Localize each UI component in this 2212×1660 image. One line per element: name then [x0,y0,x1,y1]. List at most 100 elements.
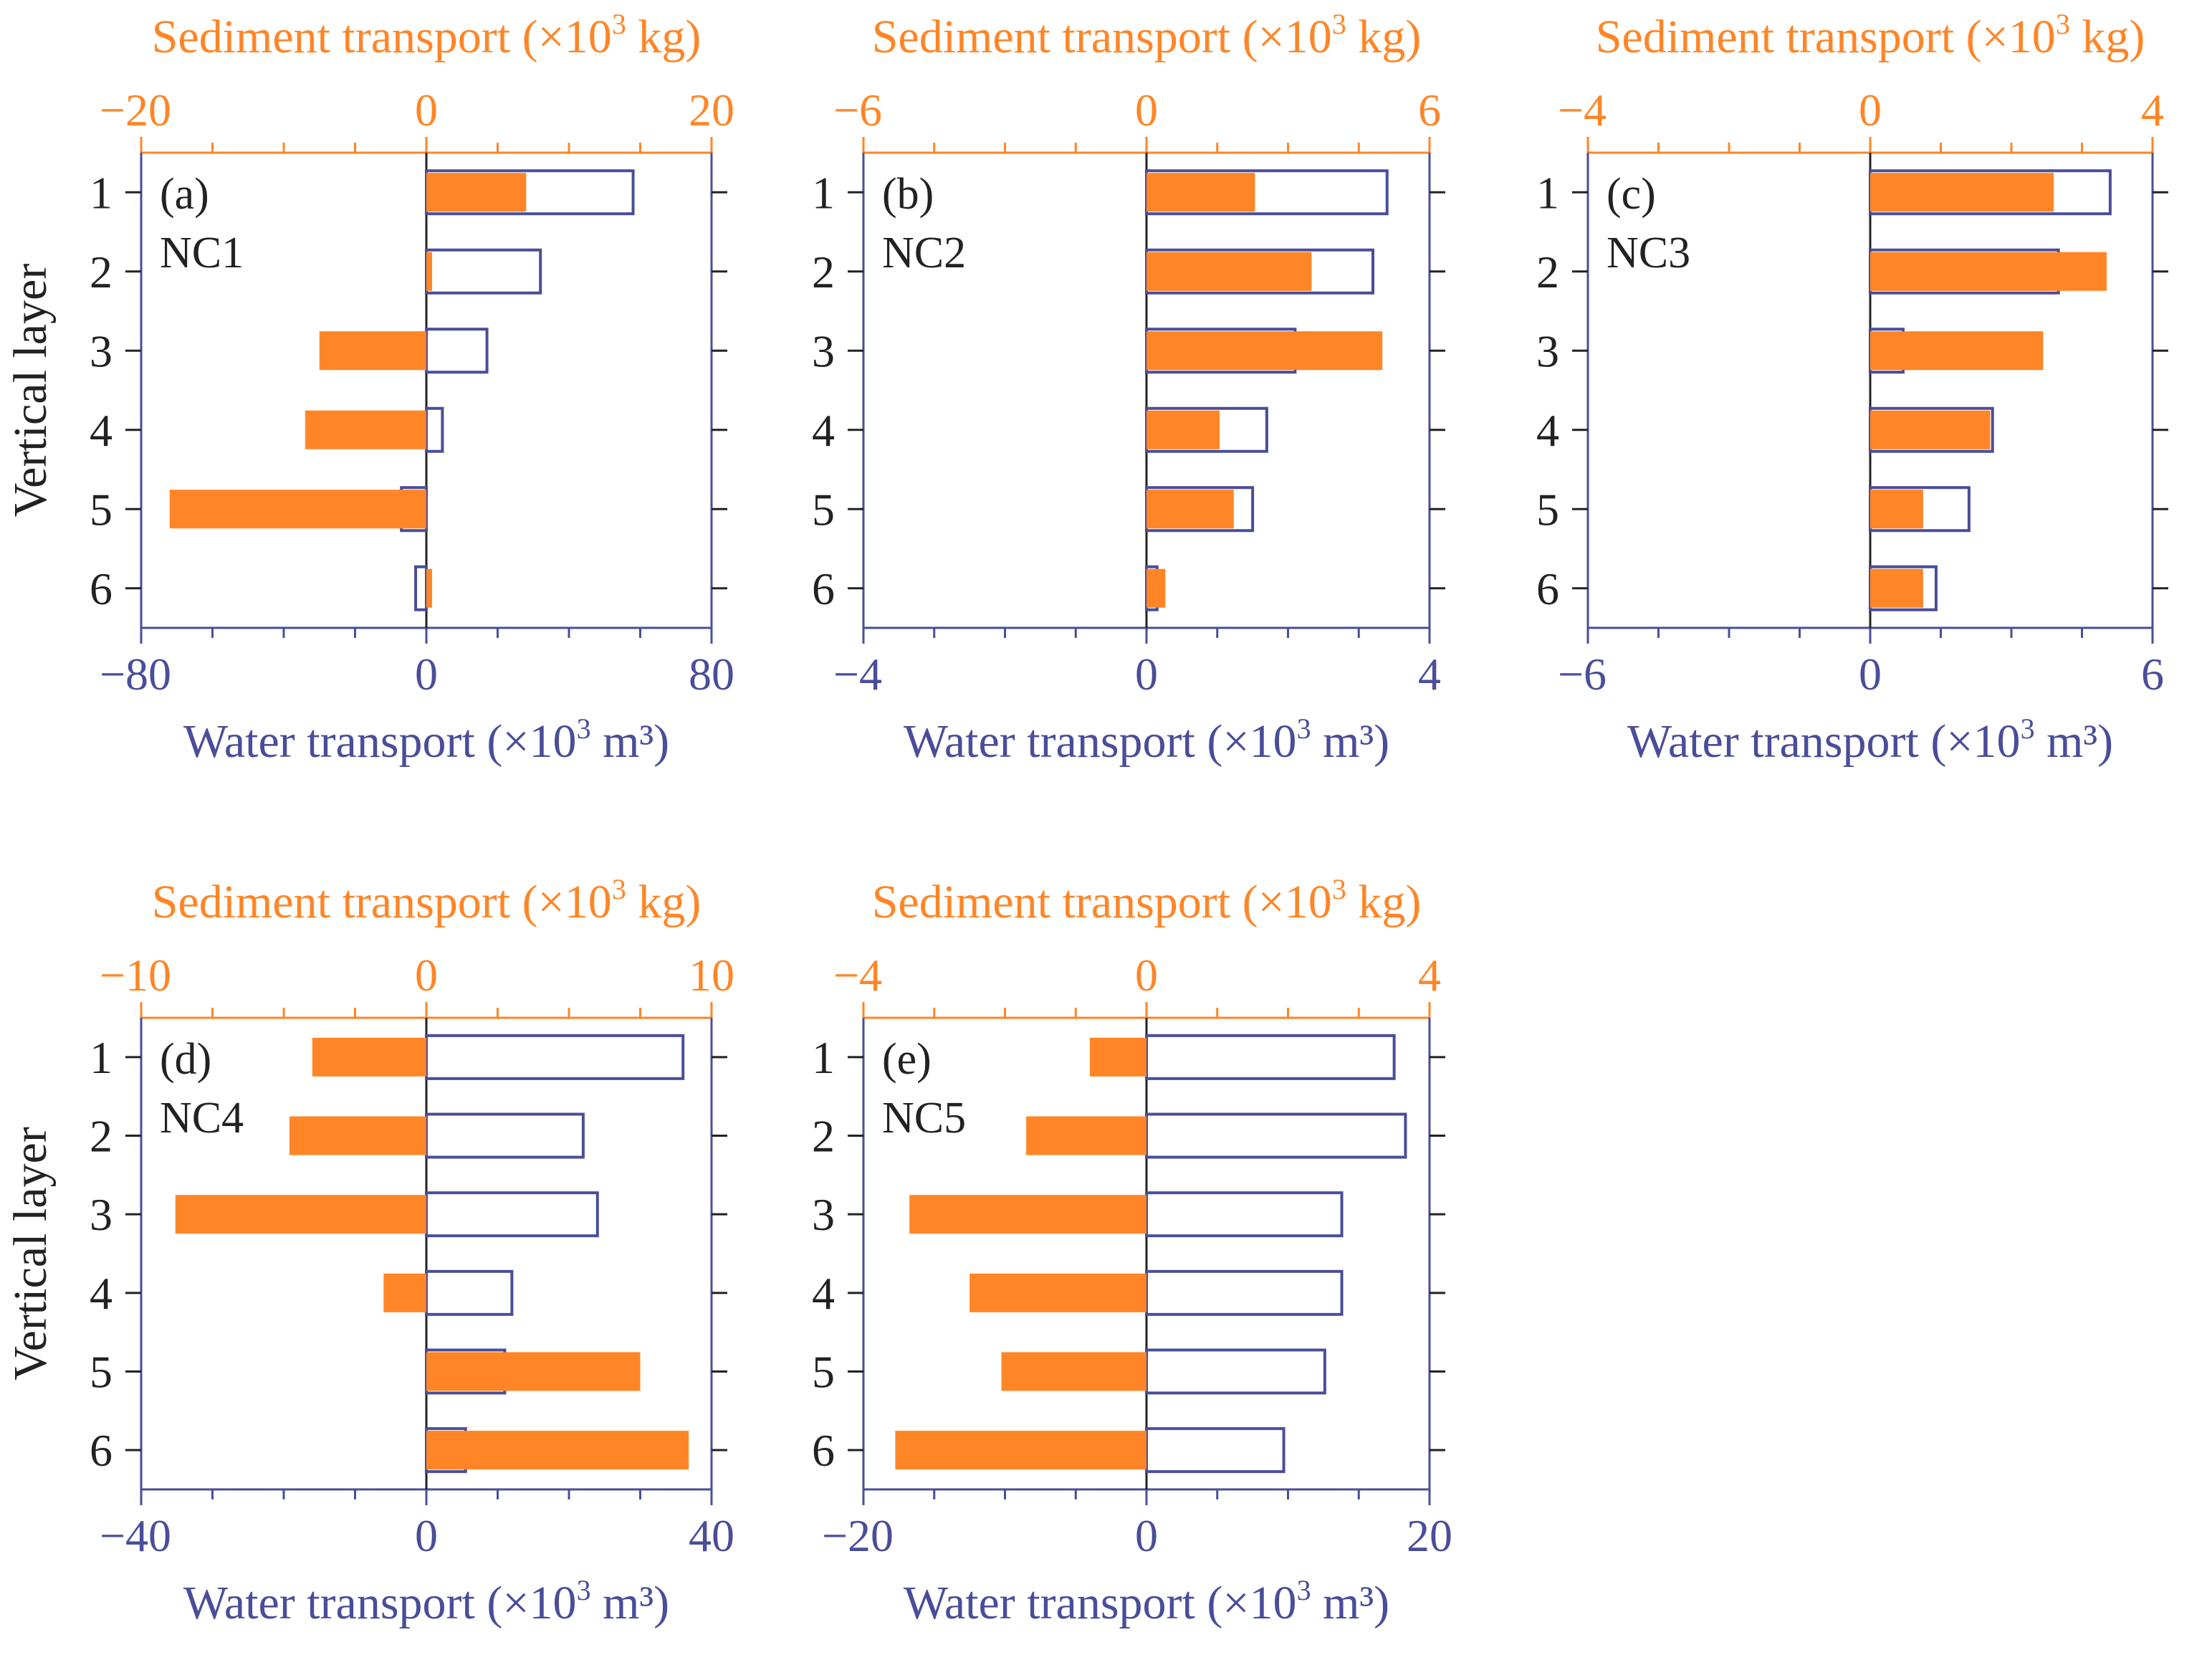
top-tick-label: 0 [1135,950,1158,1001]
top-tick-label: 20 [689,85,734,135]
station-label: NC1 [160,229,244,277]
top-tick-label: 10 [689,950,734,1001]
sediment-bar [895,1431,1146,1470]
sediment-bar [1026,1116,1146,1155]
sediment-bar [426,173,527,212]
water-bar [1145,1348,1326,1395]
bottom-axis-title: Water transport (×103 m³) [183,712,669,768]
water-bar [414,565,428,611]
bottom-tick-label: 4 [1418,649,1441,700]
top-tick-label: 0 [415,950,438,1001]
top-tick-label: 0 [1135,85,1158,135]
top-tick-label: −6 [833,85,882,135]
layer-label: 2 [1536,247,1559,297]
bottom-tick-label: −4 [833,649,882,700]
layer-label: 1 [812,1032,835,1083]
bottom-tick-label: 40 [689,1510,734,1561]
layer-label: 6 [1536,563,1559,614]
bottom-tick-label: 0 [1135,1510,1158,1561]
sediment-bar [1870,410,1991,449]
top-axis-title: Sediment transport (×103 kg) [872,873,1422,928]
water-bar [425,406,444,453]
layer-label: 5 [90,484,112,535]
panel-label: (d) [160,1035,211,1084]
panel-label: (e) [882,1035,932,1084]
sediment-bar [289,1116,426,1155]
water-bar [1145,1191,1344,1238]
layer-label: 2 [90,247,112,297]
top-axis-title: Sediment transport (×103 kg) [152,8,702,63]
y-axis-label: Vertical layer [4,1127,57,1380]
sediment-bar [1146,173,1255,212]
sediment-bar [1146,410,1220,449]
layer-label: 6 [812,1425,835,1476]
water-bar [425,1191,599,1238]
top-tick-label: −20 [100,85,171,135]
bottom-axis-title: Water transport (×103 m³) [183,1574,669,1629]
layer-label: 2 [90,1111,112,1162]
sediment-bar [426,568,432,608]
sediment-bar [1146,331,1383,371]
bottom-tick-label: 0 [415,649,438,700]
sediment-bar [1001,1352,1146,1391]
layer-label: 1 [90,1032,112,1083]
layer-label: 1 [90,167,112,218]
y-axis-label: Vertical layer [4,264,57,517]
top-tick-label: 0 [415,85,438,135]
sediment-bar [1870,252,2107,291]
layer-label: 3 [90,325,112,376]
top-tick-label: 4 [1418,950,1441,1001]
bottom-tick-label: 6 [2141,649,2164,700]
layer-label: 5 [90,1347,112,1398]
sediment-bar [1870,568,1923,608]
top-tick-label: −4 [833,950,882,1001]
layer-label: 3 [812,1189,835,1240]
bottom-tick-label: 0 [415,1510,438,1561]
sediment-bar [1870,173,2054,212]
water-bar [1145,1112,1407,1159]
bottom-axis-title: Water transport (×103 m³) [1627,712,2113,768]
sediment-bar [169,490,427,529]
layer-label: 4 [812,405,835,456]
bottom-tick-label: −80 [100,649,171,700]
bottom-tick-label: −20 [822,1510,894,1561]
panel-label: (c) [1607,170,1656,219]
sediment-bar [1870,331,2044,371]
sediment-bar [969,1273,1146,1312]
layer-label: 2 [812,247,835,297]
top-tick-label: 0 [1859,85,1882,135]
sediment-bar [1090,1037,1146,1077]
layer-label: 5 [812,484,835,535]
top-axis-title: Sediment transport (×103 kg) [872,8,1422,63]
bottom-tick-label: −40 [100,1510,171,1561]
sediment-bar [175,1195,426,1234]
layer-label: 6 [812,563,835,614]
water-bar [1145,1269,1344,1316]
layer-label: 3 [812,325,835,376]
top-tick-label: 6 [1418,85,1441,135]
water-bar [1145,1427,1285,1474]
top-tick-label: 4 [2141,85,2164,135]
sediment-bar [319,331,426,371]
bottom-tick-label: 0 [1859,649,1882,700]
layer-label: 6 [90,1425,112,1476]
sediment-bar [1146,490,1234,529]
station-label: NC3 [1607,229,1690,277]
top-axis-title: Sediment transport (×103 kg) [152,873,702,928]
bottom-tick-label: 80 [689,649,734,700]
bottom-tick-label: 20 [1407,1510,1452,1561]
layer-label: 5 [1536,484,1559,535]
layer-label: 3 [90,1189,112,1240]
bottom-axis-title: Water transport (×103 m³) [904,712,1389,768]
station-label: NC4 [160,1094,244,1143]
water-bar [425,248,542,295]
station-label: NC5 [882,1094,966,1143]
panel-label: (a) [160,170,209,219]
top-tick-label: −4 [1558,85,1607,135]
layer-label: 4 [90,405,112,456]
bottom-axis-title: Water transport (×103 m³) [904,1574,1389,1629]
water-bar [425,328,489,374]
sediment-bar [426,1431,689,1470]
sediment-bar [1146,568,1166,608]
